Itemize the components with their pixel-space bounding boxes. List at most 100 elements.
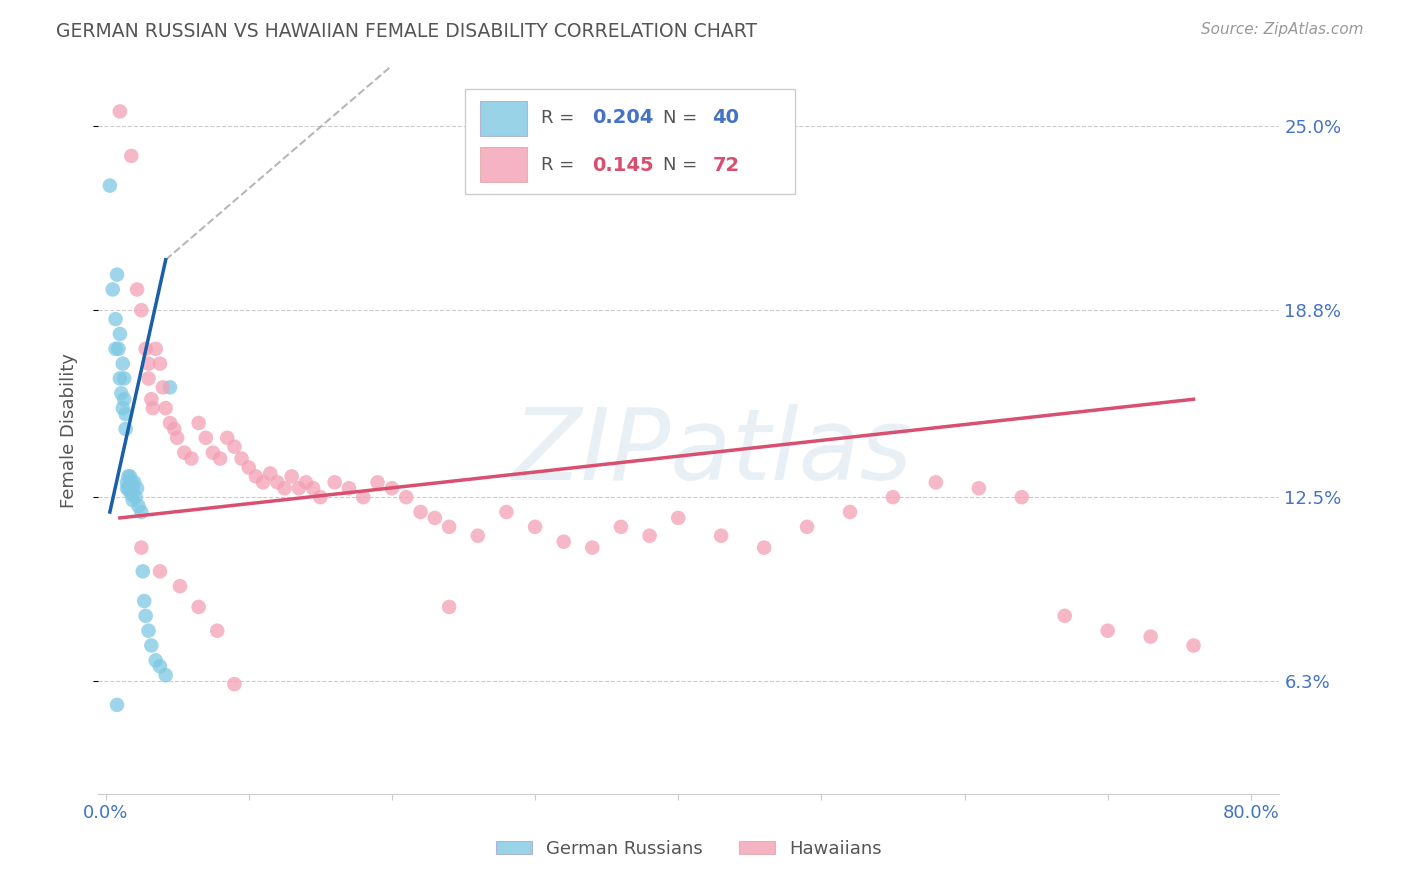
Point (134, 594, 156, 608)
Point (108, 104, 131, 119)
Point (138, 357, 160, 371)
Point (138, 624, 160, 638)
Point (108, 371, 131, 385)
Point (115, 475, 138, 490)
Point (145, 653, 167, 667)
Point (245, 469, 267, 483)
Point (273, 481, 295, 495)
Point (259, 467, 281, 481)
Point (437, 520, 460, 534)
Point (409, 505, 432, 519)
Point (149, 357, 172, 371)
Point (309, 490, 332, 504)
Point (288, 481, 311, 495)
Point (115, 481, 138, 495)
Point (266, 475, 288, 490)
Point (581, 541, 603, 555)
Point (217, 431, 239, 445)
Point (135, 608, 157, 623)
Point (882, 490, 904, 504)
Point (1182, 639, 1205, 653)
Point (138, 371, 160, 385)
Point (107, 342, 129, 356)
Point (149, 565, 172, 579)
Point (553, 534, 575, 549)
Point (194, 431, 217, 445)
Point (142, 401, 165, 416)
Point (710, 529, 733, 543)
Point (155, 668, 177, 682)
Point (173, 445, 195, 459)
Point (495, 505, 517, 519)
Text: Source: ZipAtlas.com: Source: ZipAtlas.com (1201, 22, 1364, 37)
Point (201, 445, 224, 459)
Point (280, 469, 302, 483)
Text: 40: 40 (713, 108, 740, 128)
Point (423, 511, 446, 525)
Point (125, 282, 148, 296)
Point (323, 475, 346, 490)
Point (112, 371, 135, 385)
Point (295, 475, 318, 490)
Point (367, 475, 389, 490)
FancyBboxPatch shape (479, 101, 527, 136)
Point (166, 431, 188, 445)
Point (155, 401, 177, 416)
Point (118, 469, 141, 483)
Text: 0.145: 0.145 (592, 155, 654, 175)
Point (117, 469, 139, 483)
Point (145, 342, 167, 356)
Legend: German Russians, Hawaiians: German Russians, Hawaiians (488, 832, 890, 865)
Point (638, 529, 661, 543)
Text: GERMAN RUSSIAN VS HAWAIIAN FEMALE DISABILITY CORRELATION CHART: GERMAN RUSSIAN VS HAWAIIAN FEMALE DISABI… (56, 22, 758, 41)
Text: N =: N = (664, 109, 703, 127)
Text: R =: R = (541, 156, 581, 174)
Point (114, 422, 136, 436)
Point (108, 326, 131, 341)
Point (124, 490, 146, 504)
Point (120, 475, 142, 490)
Point (159, 416, 181, 430)
Point (121, 481, 143, 495)
Point (131, 541, 153, 555)
Point (967, 481, 990, 495)
Point (110, 386, 132, 401)
Point (252, 475, 274, 490)
Text: 0.204: 0.204 (592, 108, 654, 128)
Point (352, 490, 374, 504)
Point (925, 475, 948, 490)
Point (104, 342, 127, 356)
Point (207, 624, 229, 638)
Point (121, 493, 143, 508)
Point (231, 451, 253, 466)
FancyBboxPatch shape (464, 88, 796, 194)
Point (187, 599, 209, 614)
Point (610, 520, 633, 534)
Text: ZIPatlas: ZIPatlas (513, 404, 912, 500)
Point (141, 392, 163, 407)
Point (101, 282, 124, 296)
Y-axis label: Female Disability: Female Disability (59, 353, 77, 508)
Point (117, 481, 139, 495)
Point (135, 342, 157, 356)
Text: N =: N = (664, 156, 703, 174)
Point (125, 481, 148, 495)
Point (1011, 490, 1033, 504)
Point (666, 511, 689, 525)
Point (104, 312, 127, 326)
Point (524, 520, 547, 534)
Point (149, 659, 172, 673)
Point (132, 565, 155, 579)
Point (238, 460, 260, 475)
Point (169, 579, 191, 593)
Point (111, 357, 134, 371)
Point (187, 416, 209, 430)
Point (467, 529, 489, 543)
Point (120, 149, 142, 163)
Point (152, 380, 174, 394)
Point (114, 407, 136, 421)
Point (105, 698, 128, 712)
Point (839, 505, 862, 519)
Point (163, 422, 186, 436)
Point (131, 505, 153, 519)
